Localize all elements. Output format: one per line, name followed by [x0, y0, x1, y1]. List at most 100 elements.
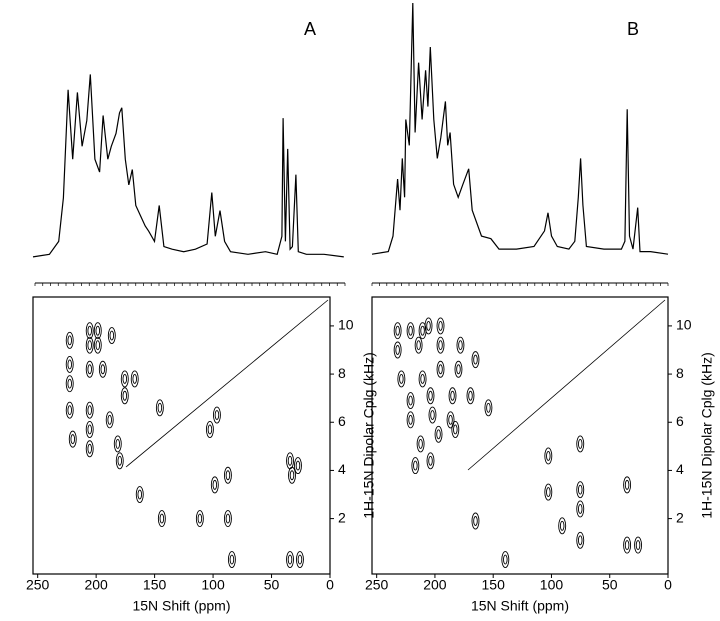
y-axis-label: 1H-15N Dipolar Cplg (kHz)	[361, 352, 377, 519]
diagonal	[467, 299, 666, 471]
contour-peak	[157, 510, 166, 527]
contour-peak	[120, 387, 129, 405]
contour-peak	[436, 317, 445, 335]
contour-peak	[227, 551, 236, 568]
plot-frame	[371, 296, 669, 575]
x-tick-label: 0	[326, 577, 334, 593]
contour-peak	[210, 476, 219, 494]
contour-peak	[115, 452, 124, 470]
contour-peak	[85, 401, 94, 419]
contour-peak	[576, 500, 585, 518]
diagonal	[125, 299, 329, 468]
contour-peak	[576, 531, 585, 549]
contour-peak	[623, 476, 632, 494]
contour-peak	[471, 351, 480, 368]
panel-label: B	[627, 19, 639, 39]
contour-peak	[155, 399, 164, 417]
contour-peak	[288, 466, 296, 484]
contour-peak	[428, 406, 437, 424]
y-tick-label: 6	[676, 413, 684, 429]
contour-peak	[286, 551, 294, 568]
y-tick-label: 2	[676, 509, 684, 525]
x-tick-label: 150	[482, 577, 506, 593]
contour-peak	[85, 440, 94, 458]
plot-frame	[32, 296, 331, 575]
contour-peak	[107, 327, 116, 344]
y-tick-label: 8	[338, 365, 346, 381]
x-tick-label: 200	[84, 577, 108, 593]
contour-peak	[68, 430, 77, 448]
contour-peak	[544, 447, 553, 465]
contour-peak	[294, 457, 302, 474]
contour-peak	[85, 360, 94, 378]
contour-peak	[576, 481, 585, 499]
contour-peak	[451, 421, 460, 438]
contour-peak	[286, 452, 294, 470]
contour-peak	[130, 370, 139, 388]
y-tick-label: 10	[338, 317, 354, 333]
contour-peak	[436, 360, 445, 378]
contour-peak	[446, 411, 455, 429]
contour-peak	[501, 551, 510, 568]
contour-peak	[65, 331, 74, 349]
contour-peak	[484, 399, 493, 417]
contour-peak	[85, 322, 94, 340]
contour-peak	[98, 360, 107, 378]
contour-peak	[406, 322, 415, 340]
contour-peak	[623, 536, 632, 554]
contour-peak	[195, 510, 204, 527]
contour-peak	[93, 336, 102, 354]
x-axis-label: 15N Shift (ppm)	[471, 598, 569, 614]
contour-peak	[544, 483, 553, 501]
contour-peak	[406, 411, 415, 429]
contour-peak	[434, 425, 443, 443]
x-axis-label: 15N Shift (ppm)	[132, 598, 230, 614]
contour-peak	[436, 336, 445, 354]
contour-peak	[212, 406, 221, 424]
contour-peak	[414, 336, 423, 354]
contour-peak	[120, 370, 129, 388]
contour-peak	[448, 387, 457, 405]
x-tick-label: 250	[26, 577, 50, 593]
panel-label: A	[304, 19, 316, 39]
x-tick-label: 50	[602, 577, 618, 593]
contour-peak	[456, 336, 465, 354]
contour-peak	[411, 457, 420, 474]
contour-peak	[471, 512, 480, 530]
contour-peak	[397, 370, 406, 388]
contour-peak	[113, 435, 122, 453]
y-tick-label: 8	[676, 365, 684, 381]
y-tick-label: 10	[676, 317, 692, 333]
y-tick-label: 6	[338, 413, 346, 429]
y-tick-label: 4	[338, 461, 346, 477]
contour-peak	[85, 336, 94, 354]
contour-peak	[393, 322, 402, 340]
contour-peak	[65, 375, 74, 393]
contour-peak	[416, 435, 425, 453]
spectrum	[32, 74, 344, 258]
contour-peak	[393, 341, 402, 359]
contour-peak	[223, 510, 232, 527]
contour-peak	[634, 536, 643, 554]
x-tick-label: 150	[143, 577, 167, 593]
contour-peak	[93, 322, 102, 340]
spectrum	[371, 2, 669, 255]
contour-peak	[418, 370, 427, 388]
contour-peak	[295, 551, 304, 568]
contour-peak	[454, 360, 463, 378]
y-tick-label: 2	[338, 509, 346, 525]
contour-peak	[223, 466, 232, 484]
contour-peak	[135, 486, 144, 503]
y-axis-label: 1H-15N Dipolar Cplg (kHz)	[699, 352, 715, 519]
contour-peak	[576, 435, 585, 453]
contour-peak	[65, 401, 74, 419]
x-tick-label: 250	[365, 577, 389, 593]
contour-peak	[85, 421, 94, 438]
contour-peak	[558, 517, 567, 535]
x-tick-label: 0	[664, 577, 672, 593]
contour-peak	[426, 452, 435, 470]
x-tick-label: 100	[540, 577, 564, 593]
contour-peak	[205, 421, 214, 438]
contour-peak	[406, 392, 415, 409]
